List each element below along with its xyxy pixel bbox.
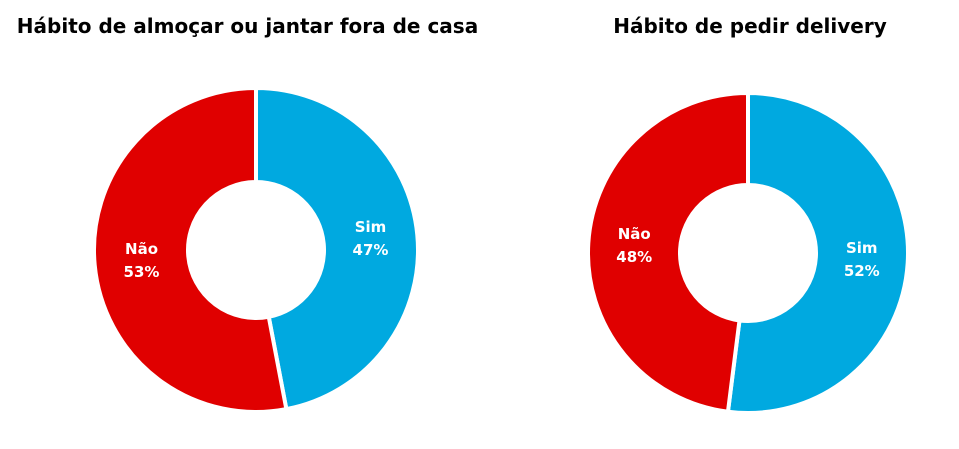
donut-slice-no-1	[92, 85, 289, 414]
slice-category-label: Sim	[355, 218, 387, 236]
slice-category-label: Não	[618, 225, 651, 243]
slice-value-label: 53%	[124, 263, 160, 281]
slice-value-label: 47%	[353, 241, 389, 259]
donut-slice-sim-1	[254, 85, 420, 412]
donut-slice-no-2	[586, 90, 750, 414]
slice-category-label: Não	[125, 240, 158, 258]
slice-category-label: Sim	[846, 239, 878, 257]
slice-value-label: 48%	[616, 248, 652, 266]
donut-slice-sim-2	[725, 90, 911, 415]
slice-value-label: 52%	[844, 262, 880, 280]
chart-title-right: Hábito de pedir delivery	[613, 14, 887, 38]
chart-title-left: Hábito de almoçar ou jantar fora de casa	[16, 14, 479, 38]
